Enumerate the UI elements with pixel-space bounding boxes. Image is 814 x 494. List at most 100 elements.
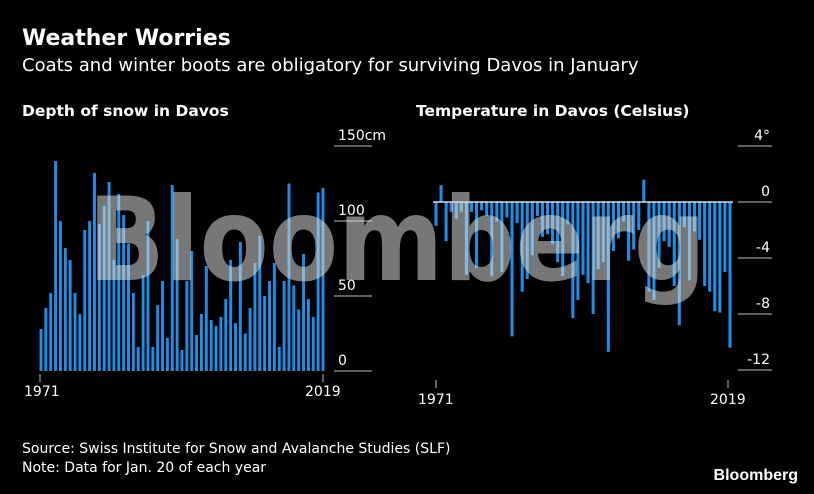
y-tick-label: 100 bbox=[338, 203, 365, 219]
bar-1990 bbox=[530, 202, 534, 256]
bar-2017 bbox=[263, 296, 267, 371]
bar-2026 bbox=[306, 299, 310, 371]
bar-2024 bbox=[703, 202, 707, 286]
bar-1992 bbox=[141, 275, 145, 371]
bar-1995 bbox=[156, 305, 160, 371]
bar-2002 bbox=[591, 202, 595, 314]
bar-2018 bbox=[672, 202, 676, 286]
bar-1997 bbox=[165, 338, 169, 371]
bar-2016 bbox=[662, 202, 666, 242]
bar-2007 bbox=[214, 326, 218, 371]
bar-1987 bbox=[515, 202, 519, 223]
y-tick-label: 0 bbox=[338, 353, 347, 369]
bar-2016 bbox=[258, 236, 262, 371]
bar-1992 bbox=[540, 202, 544, 237]
bar-2004 bbox=[199, 314, 203, 371]
bloomberg-logo: Bloomberg bbox=[713, 467, 798, 484]
bar-1996 bbox=[561, 202, 565, 277]
bar-2010 bbox=[632, 202, 636, 250]
bar-2009 bbox=[627, 202, 631, 261]
bar-1986 bbox=[510, 202, 514, 337]
bar-2024 bbox=[297, 309, 301, 371]
bar-1974 bbox=[449, 202, 453, 212]
bar-2015 bbox=[657, 202, 661, 268]
bar-2021 bbox=[282, 281, 286, 371]
bar-1985 bbox=[107, 182, 111, 371]
bar-1979 bbox=[78, 314, 82, 371]
bar-2025 bbox=[708, 202, 712, 292]
bar-1978 bbox=[73, 293, 77, 371]
bar-2020 bbox=[277, 347, 281, 371]
bar-1982 bbox=[93, 173, 96, 371]
bar-1983 bbox=[97, 224, 101, 371]
bar-2025 bbox=[302, 254, 306, 371]
bar-1993 bbox=[545, 202, 550, 235]
bar-1990 bbox=[131, 293, 135, 371]
bar-2006 bbox=[611, 202, 615, 251]
bar-2007 bbox=[616, 202, 621, 239]
snow-gridlines bbox=[334, 145, 372, 372]
bar-1983 bbox=[495, 202, 499, 222]
bar-2019 bbox=[272, 263, 276, 371]
snow-x-label-end: 2019 bbox=[305, 384, 341, 400]
temperature-x-label-end: 2019 bbox=[710, 392, 746, 408]
bar-1999 bbox=[576, 202, 580, 300]
bar-1982 bbox=[490, 202, 494, 277]
page-subtitle: Coats and winter boots are obligatory fo… bbox=[22, 55, 639, 76]
bar-1998 bbox=[571, 202, 575, 319]
bar-2003 bbox=[195, 335, 199, 371]
bar-2022 bbox=[692, 202, 697, 232]
bar-1971 bbox=[434, 202, 438, 226]
y-tick-label: 150cm bbox=[338, 128, 386, 144]
bar-2004 bbox=[601, 202, 605, 263]
bar-1977 bbox=[68, 260, 72, 371]
bar-2013 bbox=[647, 202, 651, 292]
bar-2021 bbox=[687, 202, 691, 281]
bar-1988 bbox=[520, 202, 524, 292]
bar-2011 bbox=[637, 202, 641, 230]
bar-2014 bbox=[652, 202, 656, 300]
bar-1997 bbox=[566, 202, 570, 225]
bar-2027 bbox=[718, 202, 722, 313]
bar-1989 bbox=[525, 202, 529, 279]
bar-2009 bbox=[224, 299, 228, 371]
bar-2023 bbox=[698, 202, 702, 240]
temperature-y-tick-labels: 4° 0 -4 -8 -12 bbox=[747, 128, 770, 368]
bar-2027 bbox=[311, 317, 315, 371]
bar-2012 bbox=[238, 242, 242, 371]
snow-y-tick-labels: 150cm 100 50 0 bbox=[338, 128, 386, 369]
bar-2029 bbox=[728, 202, 732, 348]
bar-2000 bbox=[581, 202, 585, 275]
bar-1995 bbox=[556, 202, 560, 263]
bar-1991 bbox=[136, 347, 140, 371]
bar-2022 bbox=[287, 183, 291, 371]
temperature-chart-title: Temperature in Davos (Celsius) bbox=[416, 102, 690, 120]
bar-1999 bbox=[175, 239, 179, 371]
y-tick-label: -4 bbox=[756, 240, 770, 256]
bar-1984 bbox=[500, 202, 504, 272]
bar-1972 bbox=[44, 308, 48, 371]
bar-2001 bbox=[586, 202, 590, 284]
bar-2028 bbox=[723, 202, 727, 272]
temperature-chart: Temperature in Davos (Celsius) 4° 0 -4 -8 -1… bbox=[416, 102, 772, 408]
bar-1989 bbox=[127, 243, 130, 371]
temperature-x-label-start: 1971 bbox=[418, 392, 454, 408]
data-note: Note: Data for Jan. 20 of each year bbox=[22, 460, 267, 476]
bar-1981 bbox=[88, 221, 92, 371]
bar-1988 bbox=[122, 215, 126, 371]
page-title: Weather Worries bbox=[22, 26, 231, 51]
bar-2005 bbox=[606, 202, 610, 352]
bar-1976 bbox=[459, 202, 463, 212]
y-tick-label: 50 bbox=[338, 278, 356, 294]
bar-2000 bbox=[180, 350, 184, 371]
bar-2023 bbox=[292, 285, 296, 371]
bar-2001 bbox=[185, 281, 189, 371]
bar-1973 bbox=[49, 293, 53, 371]
bar-2014 bbox=[248, 308, 252, 371]
bar-1975 bbox=[58, 221, 62, 371]
bar-1985 bbox=[505, 202, 509, 218]
bar-2008 bbox=[622, 202, 626, 222]
bar-1976 bbox=[63, 248, 67, 371]
bar-1977 bbox=[464, 202, 468, 275]
